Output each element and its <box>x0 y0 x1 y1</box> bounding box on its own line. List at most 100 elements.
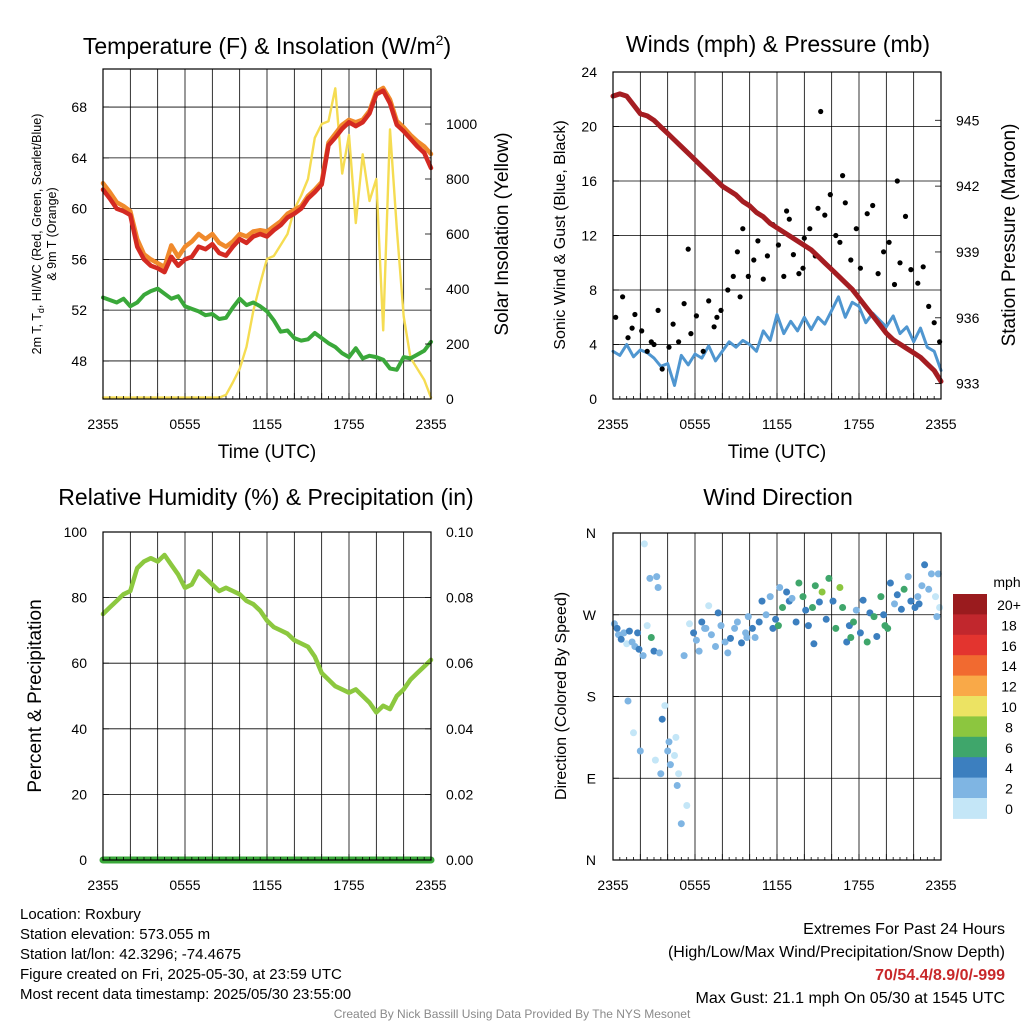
x-tick-label: 2355 <box>597 416 628 432</box>
direction-point <box>881 622 889 630</box>
y-tick-label: 0 <box>79 852 87 868</box>
direction-point <box>733 618 741 626</box>
x-tick-label: 1155 <box>252 416 282 432</box>
direction-point <box>634 629 642 637</box>
x-tick-label: 2355 <box>925 416 956 432</box>
direction-point <box>811 582 819 590</box>
direction-point <box>863 638 871 646</box>
y-tick-label: 0 <box>589 391 597 407</box>
legend-swatch <box>953 777 987 799</box>
gust-point <box>659 366 665 372</box>
gust-point <box>790 252 797 258</box>
direction-point <box>751 634 759 641</box>
winds-grid <box>613 72 941 399</box>
gust-point <box>718 307 724 313</box>
x-tick-label: 0555 <box>169 877 200 893</box>
legend-label: 8 <box>1005 719 1013 735</box>
winds-xlabel: Time (UTC) <box>728 442 827 463</box>
x-tick-label: 0555 <box>679 877 710 893</box>
direction-point <box>904 573 912 581</box>
direction-point <box>731 624 739 632</box>
y-tick-label: 20 <box>71 786 87 802</box>
gust-point <box>639 328 645 334</box>
direction-point <box>721 638 729 646</box>
legend-swatch <box>953 614 987 636</box>
direction-point <box>870 613 878 621</box>
legend-swatch <box>953 757 987 779</box>
gust-point <box>693 313 700 319</box>
direction-point <box>832 624 840 632</box>
temperature-ticks: 2355 0555 1155 1755 2355 48 52 56 60 64 68 0 200 400 6… <box>71 99 477 432</box>
direction-point <box>623 640 631 648</box>
gust-point <box>920 264 926 270</box>
direction-point <box>792 618 800 626</box>
legend-swatch <box>953 675 987 697</box>
direction-point <box>738 639 745 647</box>
legend-title: mph <box>993 574 1020 590</box>
wind-direction-panel: Wind Direction 2355 0555 1155 1755 2355NESWN… <box>553 484 1021 893</box>
gust-point <box>620 294 626 300</box>
gust-point <box>818 108 824 115</box>
meteogram-figure: Temperature (F) & Insolation (W/m2) 2355… <box>25 31 1021 893</box>
gust-point <box>891 281 898 288</box>
gust-point <box>676 339 682 345</box>
direction-point <box>758 597 766 605</box>
direction-point <box>705 602 713 610</box>
x-tick-label: 2355 <box>597 877 628 893</box>
gust-point <box>760 276 766 282</box>
footer-latlon: Station lat/lon: 42.3296; -74.4675 <box>20 946 242 963</box>
direction-point <box>635 645 643 653</box>
y-tick-label: 20 <box>581 119 597 135</box>
humidity-panel: Relative Humidity (%) & Precipitation (i… <box>25 484 474 893</box>
direction-point <box>680 652 688 660</box>
winds-title: Winds (mph) & Pressure (mb) <box>626 31 930 57</box>
gust-point <box>755 238 761 244</box>
legend-swatch <box>953 655 987 677</box>
direction-point <box>647 634 655 641</box>
direction-point <box>727 634 734 642</box>
legend-label: 18 <box>1001 617 1017 633</box>
direction-point <box>880 611 888 619</box>
gust-point <box>751 257 757 263</box>
gust-point <box>857 265 864 271</box>
x-tick-label: 0555 <box>169 416 200 432</box>
gust-point <box>681 301 687 307</box>
y2-tick-label: 400 <box>446 281 470 297</box>
direction-point <box>900 585 908 593</box>
direction-point <box>934 570 942 578</box>
gust-point <box>908 267 914 273</box>
gust-point <box>915 280 921 286</box>
direction-point <box>839 604 847 611</box>
direction-point <box>748 624 756 632</box>
direction-tick-label: N <box>586 525 596 541</box>
direction-point <box>639 652 647 660</box>
winds-ylabel-right: Station Pressure (Maroon) <box>999 124 1020 347</box>
direction-point <box>836 584 844 591</box>
direction-point <box>613 624 621 632</box>
direction-tick-label: S <box>587 689 596 705</box>
sonic-wind-line <box>611 295 943 387</box>
gust-point <box>775 242 782 248</box>
direction-point <box>654 584 662 591</box>
gust-point <box>786 216 792 222</box>
y-tick-label: 64 <box>71 150 87 166</box>
y-tick-label: 12 <box>581 228 597 244</box>
y-tick-label: 8 <box>589 282 597 298</box>
legend-label: 4 <box>1005 760 1013 776</box>
direction-point <box>810 640 818 648</box>
direction-point <box>822 615 830 623</box>
gust-point <box>902 213 909 219</box>
direction-point <box>772 615 780 623</box>
direction-point <box>698 618 706 626</box>
gust-point <box>881 249 887 255</box>
gust-point <box>613 314 619 320</box>
direction-tick-label: W <box>583 607 597 623</box>
gust-point <box>670 321 676 327</box>
direction-tick-label: E <box>587 770 596 786</box>
direction-point <box>677 820 685 828</box>
gust-point <box>853 226 859 232</box>
direction-point <box>891 600 898 608</box>
y2-tick-label: 0.02 <box>446 786 473 802</box>
direction-point <box>743 634 751 641</box>
